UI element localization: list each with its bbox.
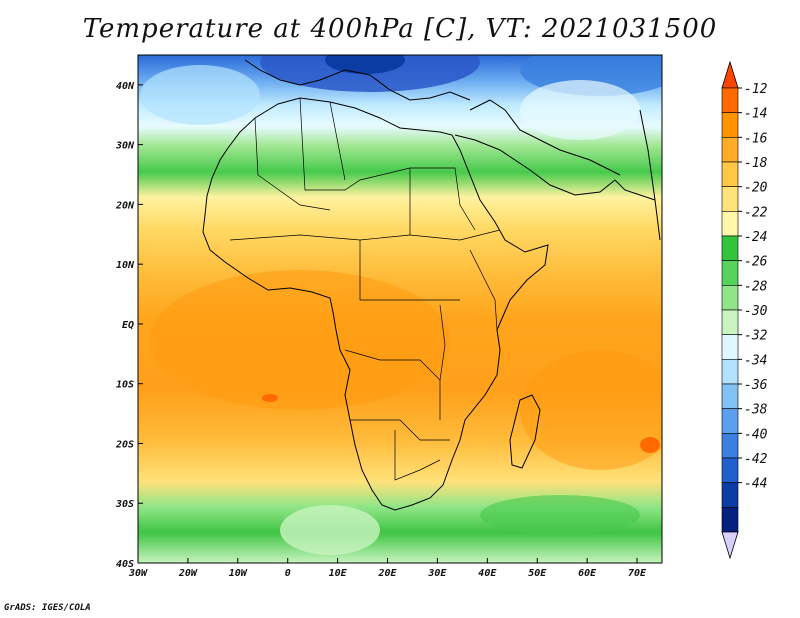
colorbar-level-label: -30 (744, 304, 768, 319)
y-tick-label: 30S (115, 499, 134, 510)
y-tick-label: 30N (115, 141, 135, 152)
colorbar-level-label: -18 (744, 156, 768, 171)
border-2 (299, 97, 411, 235)
x-tick-label: 0 (285, 568, 291, 579)
africa-coast (202, 97, 549, 511)
colorbar-swatch (721, 309, 739, 335)
map-frame (137, 54, 663, 564)
colorbar: -12 -14 -16 -18 -20 -22 -24 -26 -28 -30 -32 -34 -36 -… (721, 60, 768, 560)
colorbar-bottom-arrow (721, 531, 739, 560)
border-5 (229, 229, 501, 241)
colorbar-swatch (721, 285, 739, 311)
colorbar-level-label: -26 (744, 255, 768, 270)
x-tick-label: 10W (229, 568, 248, 579)
x-tick-label: 70E (628, 568, 647, 579)
light-patch-arabia (520, 80, 640, 140)
x-tick-label: 60E (578, 568, 597, 579)
colorbar-level-label: -24 (744, 230, 767, 245)
x-tick-label: 30W (128, 568, 148, 579)
border-7 (344, 349, 441, 420)
colorbar-swatch (721, 334, 739, 360)
border-9 (394, 430, 441, 481)
border-11 (469, 249, 498, 331)
colorbar-swatch (721, 161, 739, 187)
credit-text: GrADS: IGES/COLA (4, 603, 91, 613)
colorbar-swatch (721, 87, 739, 113)
x-tick-label: 40E (478, 568, 497, 579)
mediterranean-north-coast (244, 59, 471, 101)
map-title: Temperature at 400hPa [C], VT: 202103150… (82, 14, 718, 44)
colorbar-swatch (721, 260, 739, 286)
colorbar-level-label: -38 (744, 403, 768, 418)
colorbar-top-arrow (721, 60, 739, 89)
axis-ticks: 30W 20W 10W 0 10E 20E 30E 40E 50E 60E 70E 40N 30N 20N… (115, 81, 647, 579)
colorbar-swatch (721, 211, 739, 237)
colorbar-level-label: -22 (744, 205, 768, 220)
colorbar-swatch (721, 383, 739, 409)
coastlines (202, 59, 661, 511)
colorbar-swatch (721, 507, 739, 533)
middle-east-coast (469, 99, 621, 176)
warm-core-indian (520, 350, 662, 470)
y-tick-label: 10S (116, 380, 134, 391)
border-6 (359, 240, 460, 301)
colorbar-level-label: -42 (744, 452, 768, 467)
colorbar-swatch (721, 457, 739, 483)
border-1 (254, 117, 331, 211)
y-tick-label: EQ (122, 320, 134, 331)
country-borders (229, 97, 501, 481)
x-tick-label: 20E (377, 568, 397, 579)
colorbar-level-label: -28 (744, 279, 768, 294)
x-tick-label: 10E (329, 568, 348, 579)
cool-patch-south (280, 505, 380, 555)
colorbar-level-label: -16 (744, 131, 768, 146)
colorbar-level-label: -14 (744, 107, 767, 122)
y-tick-label: 20S (115, 439, 134, 450)
field-layer (138, 55, 662, 563)
x-tick-label: 30E (427, 568, 447, 579)
colorbar-level-label: -20 (744, 181, 768, 196)
arabia-coast (454, 134, 656, 201)
x-tick-label: 20W (178, 568, 198, 579)
colorbar-level-label: -36 (744, 378, 768, 393)
border-10 (439, 304, 446, 381)
colorbar-swatch (721, 433, 739, 459)
light-patch-atlantic (140, 65, 260, 125)
colorbar-level-label: -40 (744, 427, 768, 442)
colorbar-swatch (721, 186, 739, 212)
y-tick-label: 10N (116, 260, 135, 271)
y-tick-label: 40N (116, 81, 135, 92)
border-3 (329, 101, 346, 181)
colorbar-level-label: -44 (744, 477, 767, 492)
madagascar-coast (509, 394, 541, 469)
colorbar-level-label: -12 (744, 82, 768, 97)
colorbar-swatch (721, 408, 739, 434)
colorbar-swatch (721, 359, 739, 385)
x-tick-label: 50E (528, 568, 547, 579)
colorbar-swatch (721, 137, 739, 163)
colorbar-level-label: -34 (744, 353, 767, 368)
colorbar-level-label: -32 (744, 329, 768, 344)
warm-spot-west (262, 394, 278, 402)
border-8 (350, 419, 450, 441)
cold-core-center (325, 55, 405, 74)
colorbar-swatch (721, 235, 739, 261)
y-tick-label: 20N (115, 200, 135, 211)
india-coast (639, 109, 661, 241)
green-band-south-east (480, 495, 640, 535)
colorbar-swatch (721, 482, 739, 508)
y-tick-label: 40S (116, 559, 134, 570)
warm-spot-east (640, 437, 660, 453)
border-4 (410, 167, 476, 231)
warm-core-atlantic (150, 270, 450, 410)
colorbar-swatch (721, 112, 739, 138)
